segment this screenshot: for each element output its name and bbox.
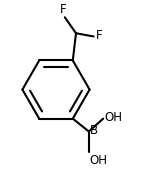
Text: OH: OH <box>105 111 123 124</box>
Text: F: F <box>60 3 67 16</box>
Text: F: F <box>96 29 103 42</box>
Text: OH: OH <box>90 154 108 167</box>
Text: B: B <box>90 124 98 137</box>
